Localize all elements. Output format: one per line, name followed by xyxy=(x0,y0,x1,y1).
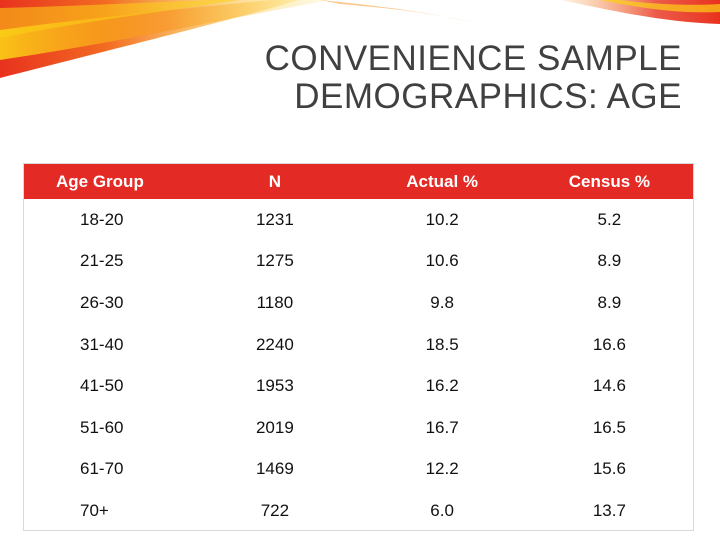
cell-census-percent: 16.5 xyxy=(592,417,626,437)
table-row: 51-60 2019 16.7 16.5 xyxy=(24,407,693,449)
table-row: 21-25 1275 10.6 8.9 xyxy=(24,241,693,283)
cell-n: 1953 xyxy=(255,376,294,396)
slide-title-line-1: CONVENIENCE SAMPLE xyxy=(264,39,682,78)
flame-decoration xyxy=(0,0,720,78)
table-row: 31-40 2240 18.5 16.6 xyxy=(24,324,693,366)
cell-age-group: 41-50 xyxy=(80,376,124,396)
cell-age-group: 18-20 xyxy=(80,209,124,229)
cell-actual-percent: 18.5 xyxy=(425,334,459,354)
table-header-row: Age Group N Actual % Census % xyxy=(24,164,693,199)
table-row: 61-70 1469 12.2 15.6 xyxy=(24,449,693,491)
cell-actual-percent: 6.0 xyxy=(430,500,454,520)
cell-census-percent: 16.6 xyxy=(592,334,626,354)
cell-census-percent: 15.6 xyxy=(592,459,626,479)
demographics-table-container: Age Group N Actual % Census % 18-20 1231… xyxy=(23,163,694,531)
cell-n: 1180 xyxy=(256,292,294,312)
header-actual-percent: Actual % xyxy=(406,171,479,191)
table-row: 41-50 1953 16.2 14.6 xyxy=(24,365,693,407)
cell-age-group: 61-70 xyxy=(80,459,124,479)
table-row: 18-20 1231 10.2 5.2 xyxy=(24,199,693,241)
cell-n: 1231 xyxy=(255,209,294,229)
cell-n: 1469 xyxy=(255,459,294,479)
cell-census-percent: 14.6 xyxy=(592,376,626,396)
table-row: 26-30 1180 9.8 8.9 xyxy=(24,282,693,324)
cell-actual-percent: 16.2 xyxy=(425,376,459,396)
cell-census-percent: 8.9 xyxy=(597,251,622,271)
cell-census-percent: 13.7 xyxy=(592,500,626,520)
slide-title-line-2: DEMOGRAPHICS: AGE xyxy=(294,77,682,116)
cell-census-percent: 5.2 xyxy=(597,209,622,229)
cell-n: 2019 xyxy=(255,417,294,437)
cell-actual-percent: 9.8 xyxy=(430,292,454,312)
cell-actual-percent: 16.7 xyxy=(425,417,459,437)
cell-actual-percent: 10.6 xyxy=(425,251,459,271)
cell-actual-percent: 10.2 xyxy=(425,209,459,229)
cell-census-percent: 8.9 xyxy=(597,292,622,312)
cell-age-group: 70+ xyxy=(80,500,109,520)
table-row: 70+ 722 6.0 13.7 xyxy=(24,490,693,532)
cell-age-group: 31-40 xyxy=(80,334,124,354)
cell-age-group: 51-60 xyxy=(80,417,124,437)
header-age-group: Age Group xyxy=(56,171,144,191)
cell-n: 2240 xyxy=(255,334,294,354)
header-n: N xyxy=(268,171,282,191)
cell-n: 1275 xyxy=(255,251,294,271)
cell-age-group: 26-30 xyxy=(80,292,124,312)
header-census-percent: Census % xyxy=(568,171,650,191)
cell-age-group: 21-25 xyxy=(80,251,124,271)
cell-n: 722 xyxy=(260,500,290,520)
slide-title: CONVENIENCE SAMPLE DEMOGRAPHICS: AGE xyxy=(122,40,682,116)
age-demographics-table: Age Group N Actual % Census % 18-20 1231… xyxy=(24,164,693,532)
cell-actual-percent: 12.2 xyxy=(425,459,459,479)
